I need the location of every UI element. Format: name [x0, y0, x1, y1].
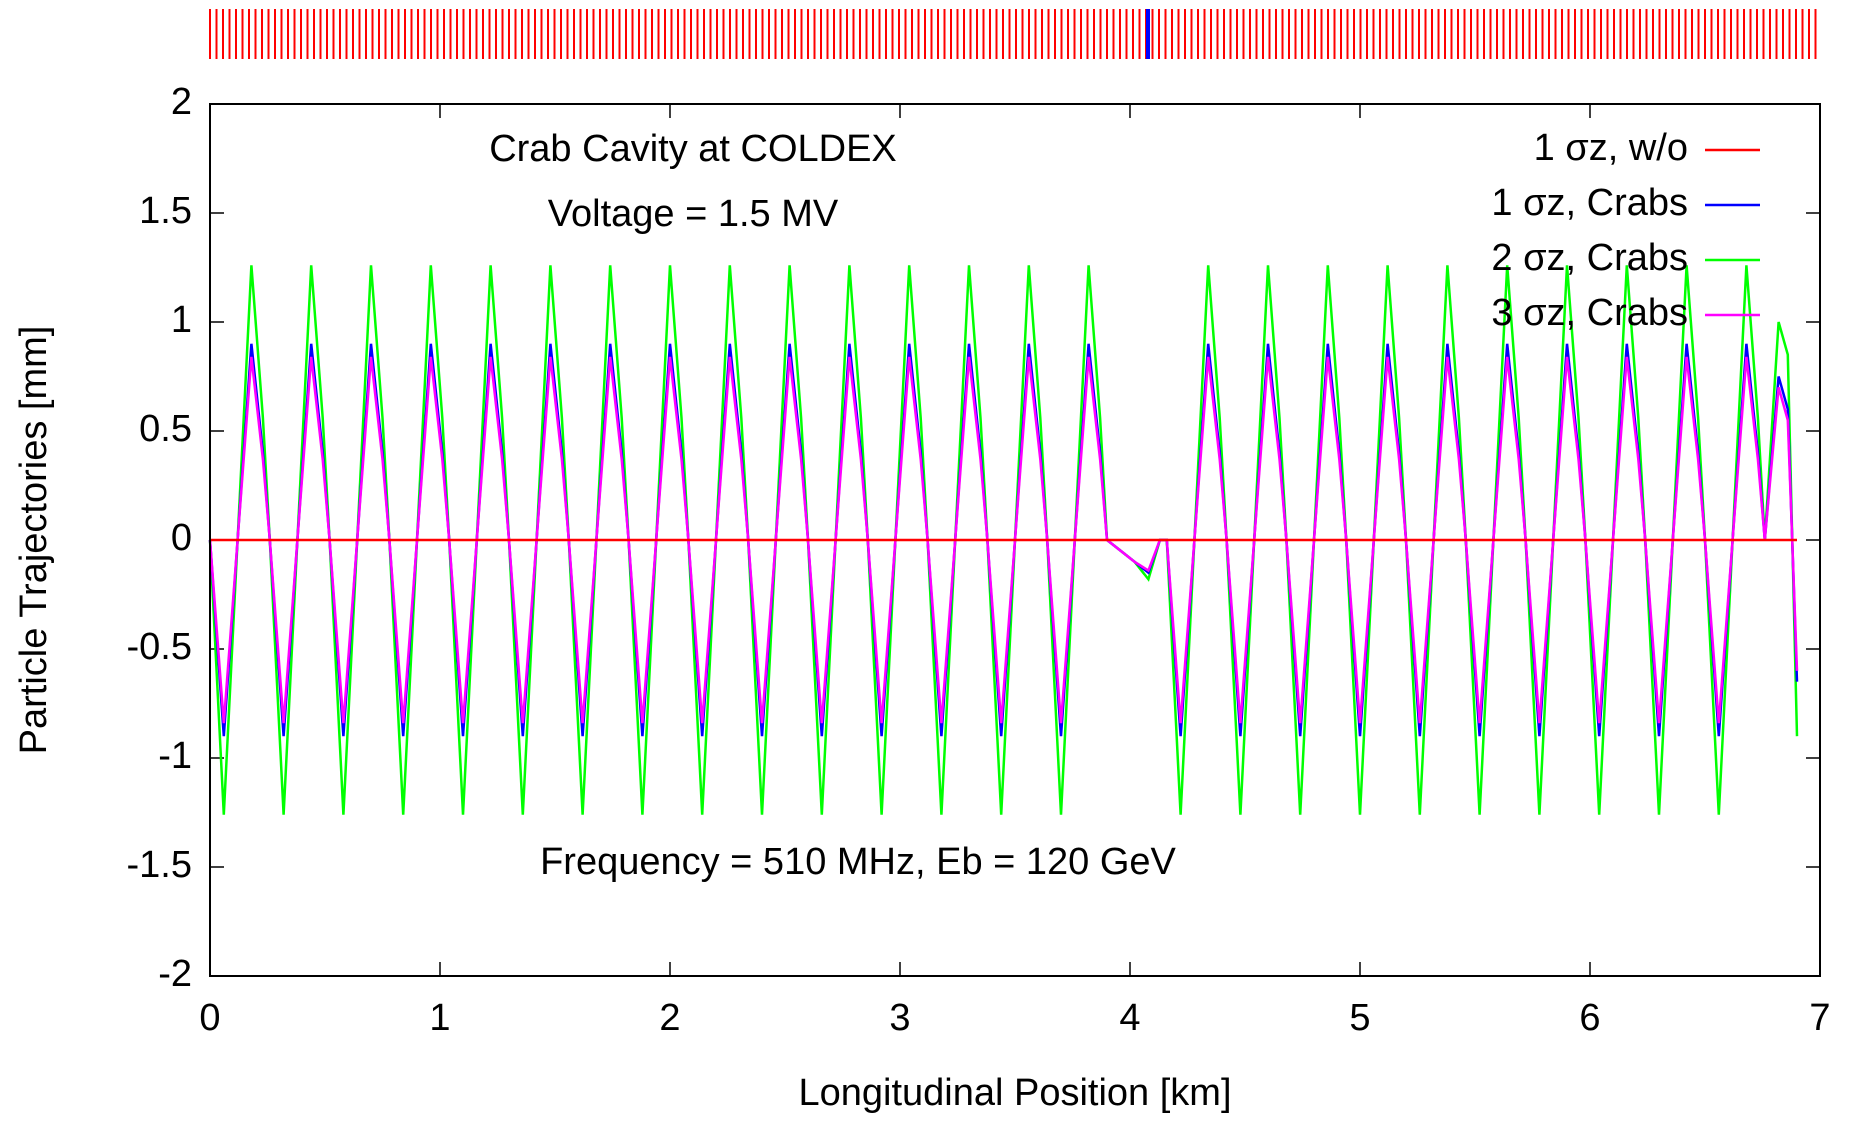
legend-label: 1 σz, w/o — [1534, 127, 1688, 169]
y-tick-label: 1.5 — [139, 190, 192, 232]
annotation: Frequency = 510 MHz, Eb = 120 GeV — [540, 841, 1176, 883]
y-tick-label: 1 — [171, 299, 192, 341]
x-axis-label: Longitudinal Position [km] — [798, 1072, 1231, 1114]
x-tick-label: 4 — [1119, 997, 1140, 1039]
x-tick-label: 3 — [889, 997, 910, 1039]
y-axis-label: Particle Trajectories [mm] — [13, 326, 55, 755]
legend-label: 3 σz, Crabs — [1491, 292, 1688, 334]
x-tick-label: 2 — [659, 997, 680, 1039]
crab-cavity-marker — [1146, 9, 1150, 59]
y-tick-label: -0.5 — [127, 626, 192, 668]
x-tick-label: 0 — [199, 997, 220, 1039]
series-line — [208, 356, 1799, 724]
y-tick-label: 0 — [171, 517, 192, 559]
x-tick-label: 6 — [1579, 997, 1600, 1039]
y-tick-label: -1.5 — [127, 844, 192, 886]
x-tick-label: 5 — [1349, 997, 1370, 1039]
x-tick-label: 1 — [429, 997, 450, 1039]
legend-label: 1 σz, Crabs — [1491, 182, 1688, 224]
legend-label: 2 σz, Crabs — [1491, 237, 1688, 279]
y-tick-label: 0.5 — [139, 408, 192, 450]
y-tick-label: 2 — [171, 81, 192, 123]
annotation: Crab Cavity at COLDEX — [489, 128, 897, 170]
annotation: Voltage = 1.5 MV — [548, 193, 839, 235]
lattice-bar — [209, 9, 1817, 59]
x-tick-label: 7 — [1809, 997, 1830, 1039]
y-tick-label: -1 — [158, 735, 192, 777]
plot-frame — [209, 103, 1821, 977]
y-tick-label: -2 — [158, 953, 192, 995]
